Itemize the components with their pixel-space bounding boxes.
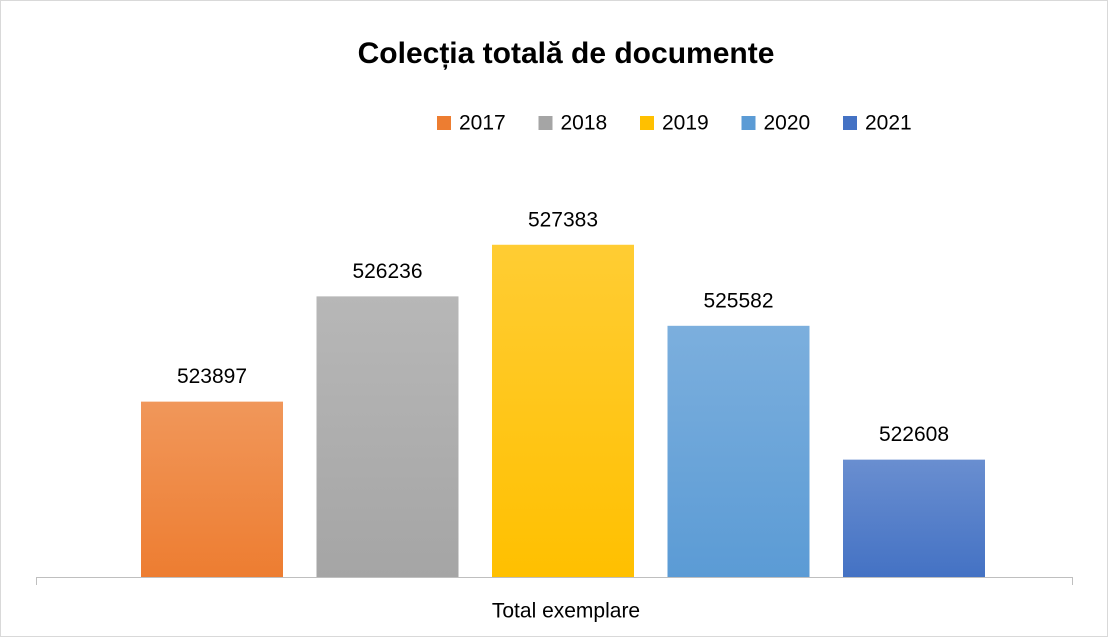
x-tick-label: Total exemplare <box>492 600 640 623</box>
legend-label: 2020 <box>764 112 811 135</box>
legend-swatch <box>538 116 553 130</box>
legend-swatch <box>843 116 857 130</box>
chart-title: Colecția totală de documente <box>358 37 775 70</box>
data-label: 523897 <box>177 365 247 388</box>
bar <box>141 401 283 577</box>
bar <box>843 459 985 577</box>
data-label: 525582 <box>703 289 773 312</box>
legend-label: 2019 <box>662 112 709 135</box>
data-label: 522608 <box>879 423 949 446</box>
legend-swatch <box>741 116 756 130</box>
bar <box>492 244 634 577</box>
legend-swatch <box>640 116 654 130</box>
legend-label: 2017 <box>459 112 506 135</box>
legend-label: 2018 <box>561 112 608 135</box>
data-label: 527383 <box>528 208 598 231</box>
bar <box>316 296 459 577</box>
legend-label: 2021 <box>865 112 912 135</box>
bar <box>667 325 810 577</box>
legend-swatch <box>437 116 451 130</box>
data-label: 526236 <box>352 260 422 283</box>
